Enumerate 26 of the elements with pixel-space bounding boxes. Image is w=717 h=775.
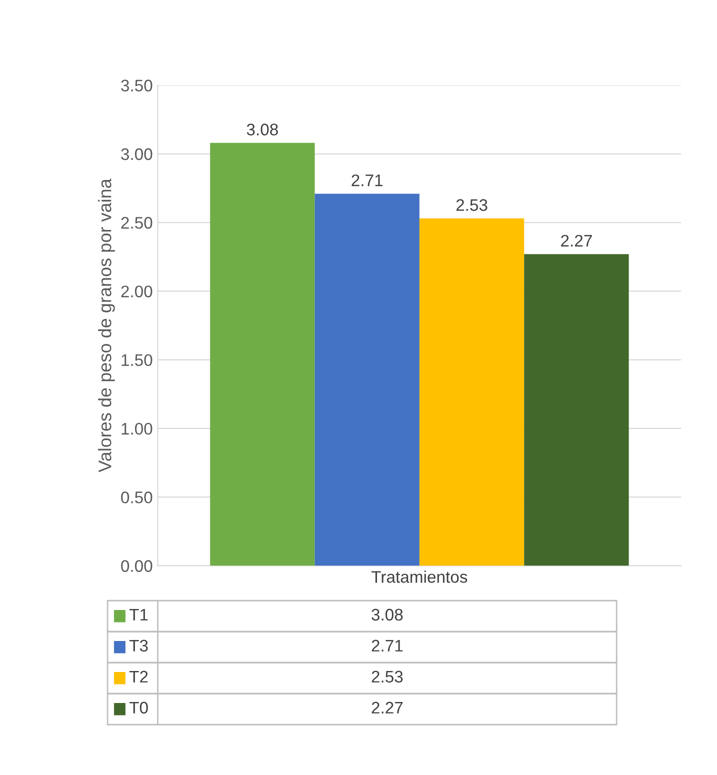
bar (419, 218, 524, 566)
legend-label: T0 (129, 702, 148, 714)
legend-label: T1 (129, 608, 148, 620)
y-tick-label: 0.00 (121, 560, 152, 572)
data-label: 3.08 (246, 124, 278, 136)
bar (314, 194, 420, 566)
x-tick-label: Tratamientos (372, 570, 468, 583)
y-tick-label: 0.50 (121, 492, 152, 504)
data-label: 2.71 (352, 174, 383, 186)
text: 2.71 (372, 640, 403, 652)
bar (524, 254, 629, 566)
y-tick-label: 1.00 (122, 422, 152, 435)
text: 2.27 (372, 702, 403, 714)
y-tick-label: 3.50 (121, 80, 152, 92)
text: 2.53 (372, 670, 403, 683)
y-axis-title: Valores de peso de granos por vaina (98, 178, 115, 472)
y-tick-label: 1.50 (122, 354, 152, 366)
data-label: 2.53 (456, 199, 488, 211)
y-tick-label: 3.00 (121, 148, 152, 160)
data-label: 2.27 (561, 234, 592, 246)
bar (210, 142, 315, 566)
legend-label: T2 (129, 670, 148, 682)
text: 3.08 (372, 608, 403, 621)
y-tick-label: 2.50 (121, 216, 152, 229)
legend-label: T3 (129, 640, 148, 652)
y-tick-label: 2.00 (121, 286, 152, 298)
